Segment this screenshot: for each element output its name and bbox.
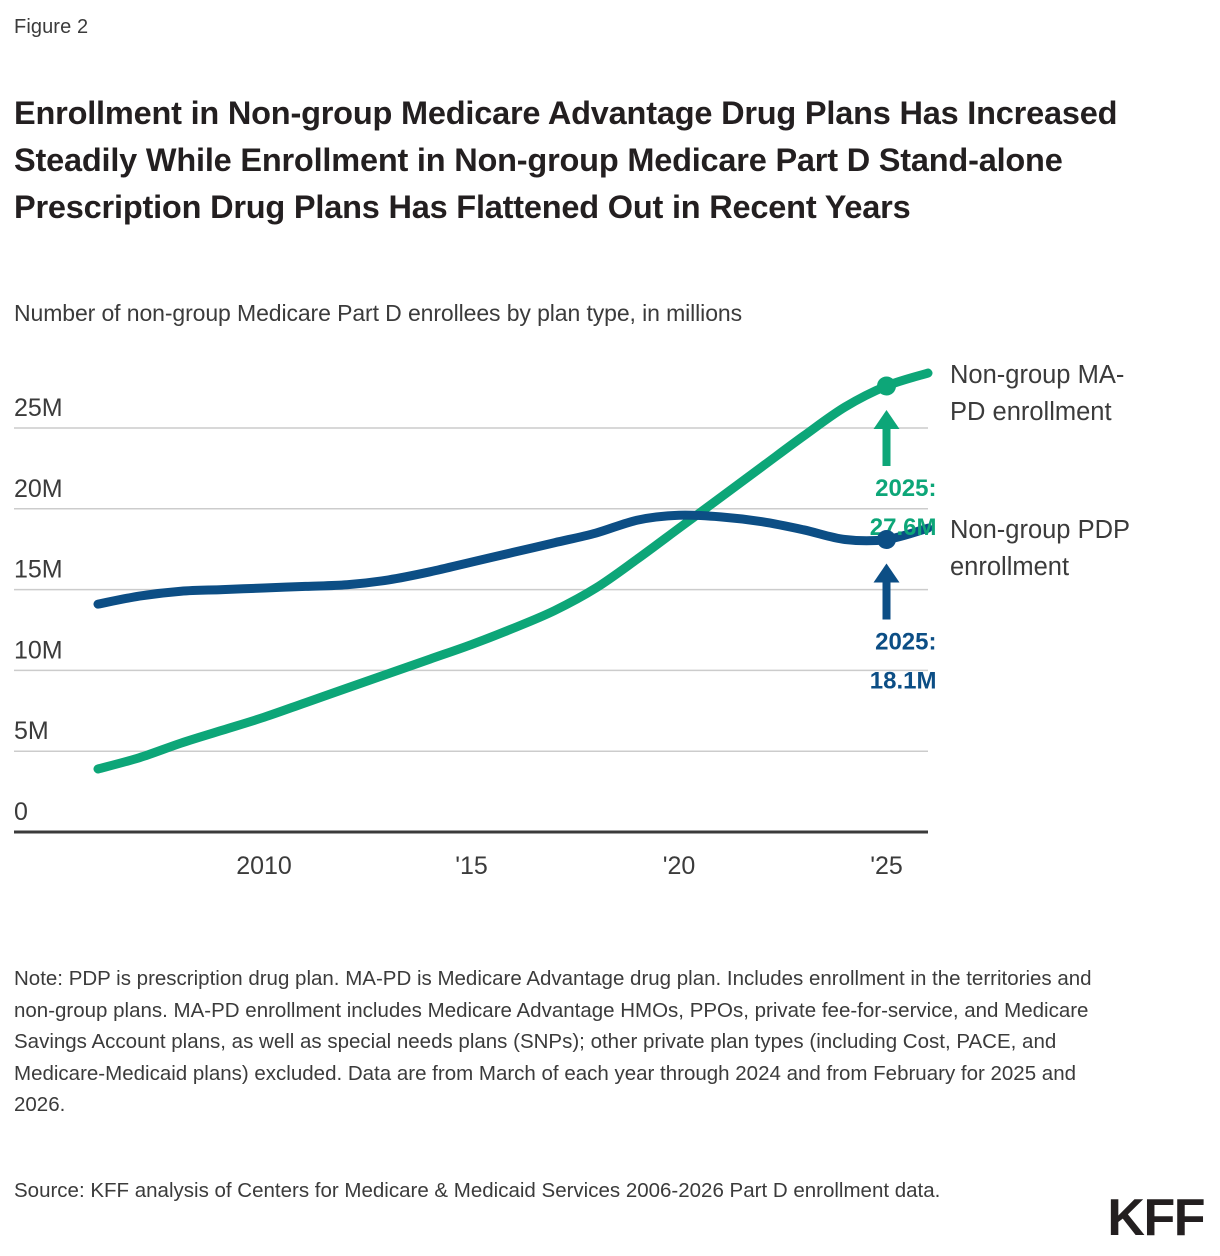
chart-subtitle: Number of non-group Medicare Part D enro… <box>14 300 742 326</box>
chart-svg: 05M10M15M20M25M2010'15'20'252025:27.6M20… <box>14 361 1130 880</box>
data-point-marker <box>877 530 896 550</box>
kff-logo: KFF <box>1107 1189 1205 1247</box>
y-axis-tick-label: 20M <box>14 475 63 503</box>
y-axis-tick-label: 25M <box>14 394 63 422</box>
series-legend-label: Non-group MA- <box>950 361 1124 389</box>
y-axis-tick-label: 0 <box>14 798 28 826</box>
x-axis-tick-label: '25 <box>870 852 903 880</box>
chart-note: Note: PDP is prescription drug plan. MA-… <box>14 967 1092 1116</box>
series-legend-label: Non-group PDP <box>950 516 1130 544</box>
series-line <box>93 368 933 774</box>
page-title: Enrollment in Non-group Medicare Advanta… <box>14 94 1118 225</box>
figure-label: Figure 2 <box>14 16 89 38</box>
x-axis-tick-label: 2010 <box>236 852 292 880</box>
x-axis-tick-label: '20 <box>663 852 696 880</box>
series-line <box>93 510 933 609</box>
y-axis-tick-label: 10M <box>14 636 63 664</box>
annotation-arrow-head <box>873 409 900 429</box>
annotation-value-label: 18.1M <box>870 668 937 695</box>
annotation-year-label: 2025: <box>875 475 936 502</box>
y-axis-tick-label: 5M <box>14 717 49 745</box>
series-legend-label: PD enrollment <box>950 398 1112 426</box>
chart-source: Source: KFF analysis of Centers for Medi… <box>14 1179 941 1202</box>
series-legend-label: enrollment <box>950 553 1069 581</box>
y-axis-tick-label: 15M <box>14 556 63 584</box>
annotation-arrow-head <box>873 563 900 583</box>
annotation-year-label: 2025: <box>875 629 936 656</box>
x-axis-tick-label: '15 <box>455 852 488 880</box>
line-chart: 0 5M 10M 15M 20M 25M 2010'15'20'25 2025: 27.6M 20… <box>0 340 1220 900</box>
data-point-marker <box>877 376 896 396</box>
